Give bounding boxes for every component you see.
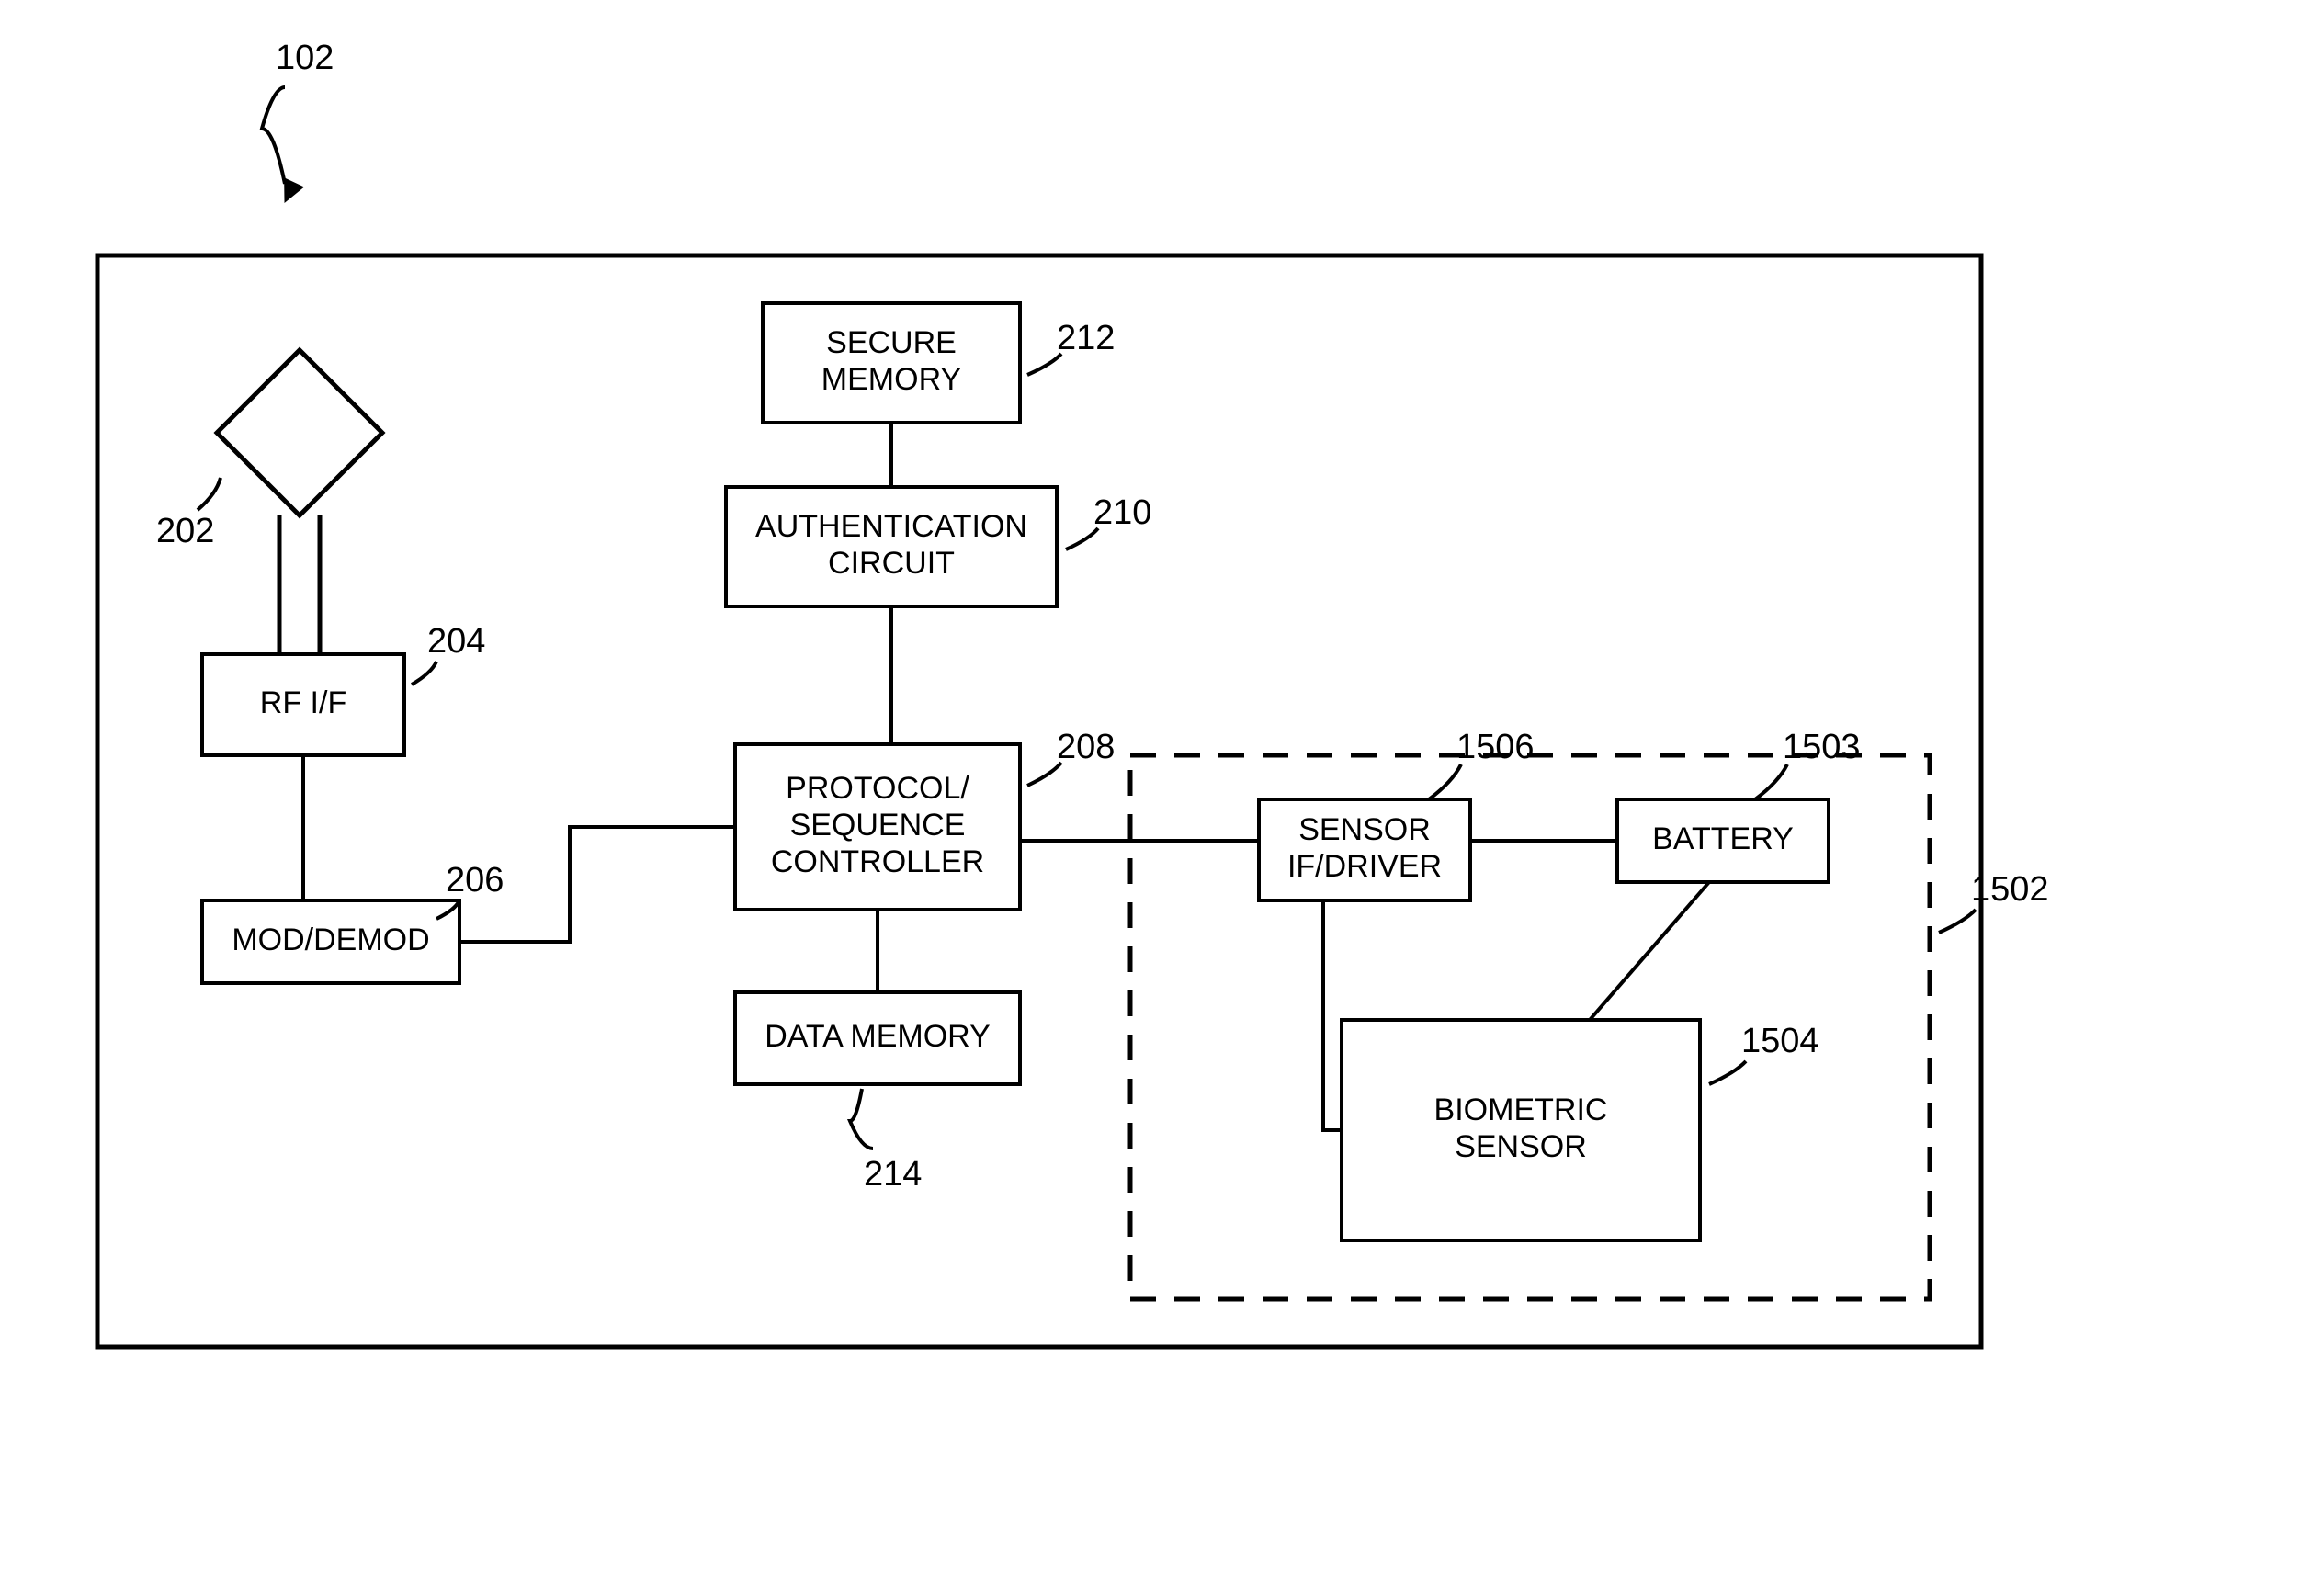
ref-r102-leader [262,87,285,184]
ref-r1503: 1503 [1783,728,1861,766]
svg-text:RF I/F: RF I/F [260,685,346,720]
svg-text:AUTHENTICATION: AUTHENTICATION [755,509,1027,544]
ref-r1503-leader [1755,764,1787,799]
connector-sensorif_to_bio [1323,900,1342,1130]
ref-r202: 202 [156,512,214,550]
svg-text:SENSOR: SENSOR [1455,1129,1587,1164]
ref-r1506-leader [1429,764,1461,799]
antenna-diamond [217,350,382,515]
svg-text:PROTOCOL/: PROTOCOL/ [786,771,969,806]
ref-r214-leader [850,1089,873,1149]
ref-r102-arrow [285,178,303,202]
svg-text:MOD/DEMOD: MOD/DEMOD [232,923,429,957]
ref-r204: 204 [427,622,485,661]
ref-r204-leader [412,662,436,685]
ref-r1504-leader [1709,1061,1746,1084]
svg-text:BATTERY: BATTERY [1652,821,1794,856]
svg-text:CONTROLLER: CONTROLLER [771,844,984,879]
ref-r212: 212 [1057,319,1115,357]
ref-r214: 214 [864,1155,922,1194]
ref-r1502-leader [1939,910,1976,933]
ref-r1504: 1504 [1741,1022,1819,1060]
ref-r206: 206 [446,861,504,900]
svg-text:BIOMETRIC: BIOMETRIC [1434,1092,1608,1127]
svg-text:SEQUENCE: SEQUENCE [790,808,966,843]
ref-r102: 102 [276,39,334,77]
svg-text:SECURE: SECURE [826,325,957,360]
svg-text:IF/DRIVER: IF/DRIVER [1287,849,1442,884]
svg-text:SENSOR: SENSOR [1298,812,1431,847]
svg-text:MEMORY: MEMORY [821,362,961,397]
ref-r1506: 1506 [1456,728,1535,766]
ref-r202-leader [198,478,221,510]
svg-text:DATA MEMORY: DATA MEMORY [765,1019,991,1054]
svg-text:CIRCUIT: CIRCUIT [828,546,955,581]
ref-r210: 210 [1093,493,1151,532]
ref-r1502: 1502 [1971,870,2049,909]
connector-battery_to_bio [1590,882,1709,1020]
ref-r208: 208 [1057,728,1115,766]
